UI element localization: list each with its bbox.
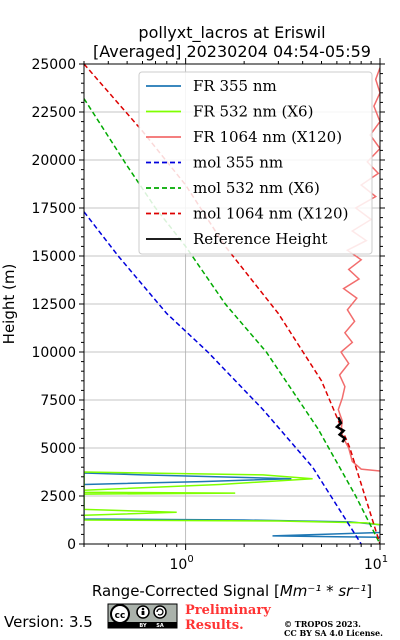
y-tick-label: 22500 [31, 105, 76, 121]
legend-label-4: mol 532 nm (X6) [193, 179, 320, 197]
legend-label-1: FR 532 nm (X6) [193, 103, 313, 121]
legend-label-6: Reference Height [193, 230, 327, 248]
legend-label-2: FR 1064 nm (X120) [193, 128, 342, 146]
y-tick-label: 12500 [31, 297, 76, 313]
legend-label-5: mol 1064 nm (X120) [193, 205, 348, 223]
y-axis-label: Height (m) [0, 264, 18, 345]
legend-box [138, 71, 373, 255]
chart-title-line1: pollyxt_lacros at Eriswil [138, 23, 325, 43]
x-tick-exponent: 1 [382, 554, 388, 565]
y-tick-label: 0 [67, 537, 76, 553]
legend-label-3: mol 355 nm [193, 154, 283, 172]
y-tick-label: 25000 [31, 57, 76, 73]
plot-area [84, 64, 380, 544]
series-line-6 [334, 416, 347, 443]
y-tick-label: 7500 [40, 393, 76, 409]
x-tick-exponent: 0 [187, 554, 193, 565]
series-line-2 [337, 67, 380, 472]
svg-text:BY: BY [139, 623, 147, 629]
cc-icon [110, 604, 130, 624]
cc-license-badge: cc BY SA [107, 603, 178, 629]
x-tick-label: 101 [364, 554, 388, 573]
y-tick-label: 15000 [31, 249, 76, 265]
y-tick-label: 2500 [40, 489, 76, 505]
series-line-1 [84, 471, 380, 526]
series-line-3 [84, 211, 362, 544]
y-tick-label: 20000 [31, 153, 76, 169]
copyright-label: © TROPOS 2023. [284, 619, 361, 629]
y-tick-label: 17500 [31, 201, 76, 217]
chart-title-line2: [Averaged] 20230204 04:54-05:59 [93, 42, 371, 61]
x-axis-label: Range-Corrected Signal [Mm⁻¹ * sr⁻¹] [92, 582, 372, 600]
svg-text:cc: cc [115, 611, 126, 621]
series-line-4 [84, 98, 380, 544]
sa-icon [153, 605, 167, 619]
x-axis: 100 101 [83, 58, 388, 573]
y-axis: 0 2500 5000 7500 10000 12500 15000 17500 20000 22… [31, 57, 385, 553]
license-label: CC BY SA 4.0 License. [284, 628, 383, 638]
version-label: Version: 3.5 [4, 613, 93, 631]
preliminary-label: Preliminary [185, 603, 271, 618]
y-tick-label: 10000 [31, 345, 76, 361]
series-line-0 [84, 472, 380, 539]
results-label: Results. [185, 618, 244, 633]
legend: FR 355 nm FR 532 nm (X6) FR 1064 nm (X120)… [138, 71, 373, 255]
y-tick-label: 5000 [40, 441, 76, 457]
svg-text:SA: SA [156, 623, 164, 629]
x-tick-label: 100 [170, 554, 194, 573]
legend-label-0: FR 355 nm [193, 77, 277, 95]
